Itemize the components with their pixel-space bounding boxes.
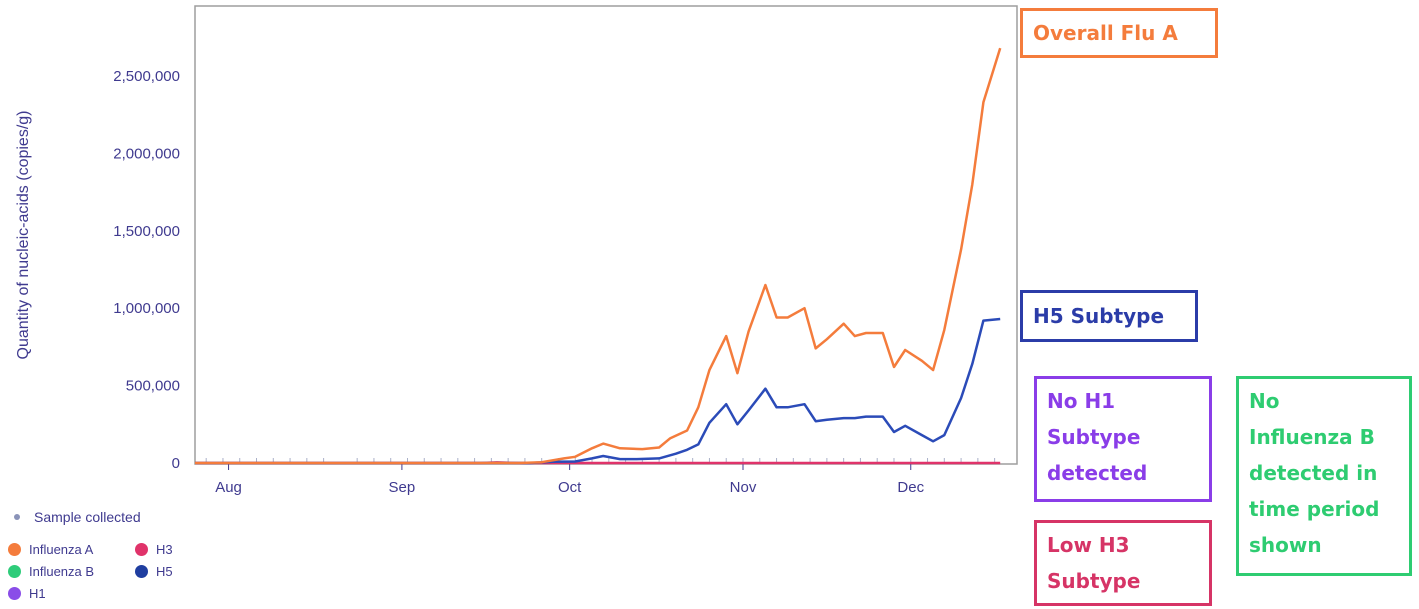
legend-label-influenza-b: Influenza B — [29, 564, 95, 579]
callout-line: No — [1249, 389, 1280, 413]
legend-item-influenza-b: Influenza B — [8, 564, 94, 579]
callout-low-h3: Low H3 Subtype — [1034, 520, 1212, 606]
y-tick-label: 1,000,000 — [113, 300, 180, 317]
series-line-h5 — [195, 317, 1001, 465]
x-tick-label: Aug — [215, 479, 242, 496]
callout-overall-flu-a: Overall Flu A — [1020, 8, 1218, 58]
callout-line: Subtype — [1047, 425, 1141, 449]
callout-line: No H1 — [1047, 389, 1116, 413]
legend-label-h5: H5 — [156, 564, 173, 579]
legend-item-sample: Sample collected — [14, 509, 141, 525]
y-tick-label: 2,000,000 — [113, 145, 180, 162]
callout-line: Overall Flu A — [1033, 21, 1178, 45]
sample-dot-icon — [14, 514, 20, 520]
callout-line: Subtype — [1047, 569, 1141, 593]
legend-label-sample: Sample collected — [34, 509, 141, 525]
series-lines — [195, 47, 1002, 465]
x-tick-label: Nov — [730, 479, 757, 496]
series-line-influenza-a — [195, 47, 1002, 465]
callout-line: shown — [1249, 533, 1322, 557]
influenza-a-dot-icon — [8, 543, 21, 556]
callout-line: H5 Subtype — [1033, 304, 1165, 328]
legend-item-h5: H5 — [135, 564, 173, 579]
x-tick-label: Sep — [389, 479, 416, 496]
y-tick-label: 500,000 — [126, 378, 180, 395]
callout-line: detected — [1047, 461, 1148, 485]
h1-dot-icon — [8, 587, 21, 600]
callout-no-influenza-b: No Influenza B detected in time period s… — [1236, 376, 1412, 576]
y-tick-label: 0 — [172, 455, 180, 472]
y-axis-title: Quantity of nucleic-acids (copies/g) — [15, 111, 32, 360]
x-tick-label: Oct — [558, 479, 582, 496]
influenza-b-dot-icon — [8, 565, 21, 578]
plot-frame — [194, 5, 1018, 465]
callout-no-h1: No H1 Subtype detected — [1034, 376, 1212, 502]
legend-item-influenza-a: Influenza A — [8, 542, 93, 557]
y-tick-label: 2,500,000 — [113, 68, 180, 85]
legend-label-h1: H1 — [29, 586, 46, 601]
legend-item-h1: H1 — [8, 586, 46, 601]
callout-line: detected in — [1249, 461, 1378, 485]
x-axis: Aug Sep Oct Nov Dec — [215, 464, 925, 496]
y-tick-label: 1,500,000 — [113, 223, 180, 240]
x-tick-label: Dec — [897, 479, 924, 496]
callout-line: Influenza B — [1249, 425, 1375, 449]
callout-line: Low H3 — [1047, 533, 1130, 557]
callout-h5-subtype: H5 Subtype — [1020, 290, 1198, 342]
legend-label-h3: H3 — [156, 542, 173, 557]
legend-label-influenza-a: Influenza A — [29, 542, 94, 557]
y-axis: 0 500,000 1,000,000 1,500,000 2,000,000 2,500… — [113, 68, 180, 472]
h5-dot-icon — [135, 565, 148, 578]
h3-dot-icon — [135, 543, 148, 556]
callout-line: time period — [1249, 497, 1380, 521]
legend-item-h3: H3 — [135, 542, 173, 557]
